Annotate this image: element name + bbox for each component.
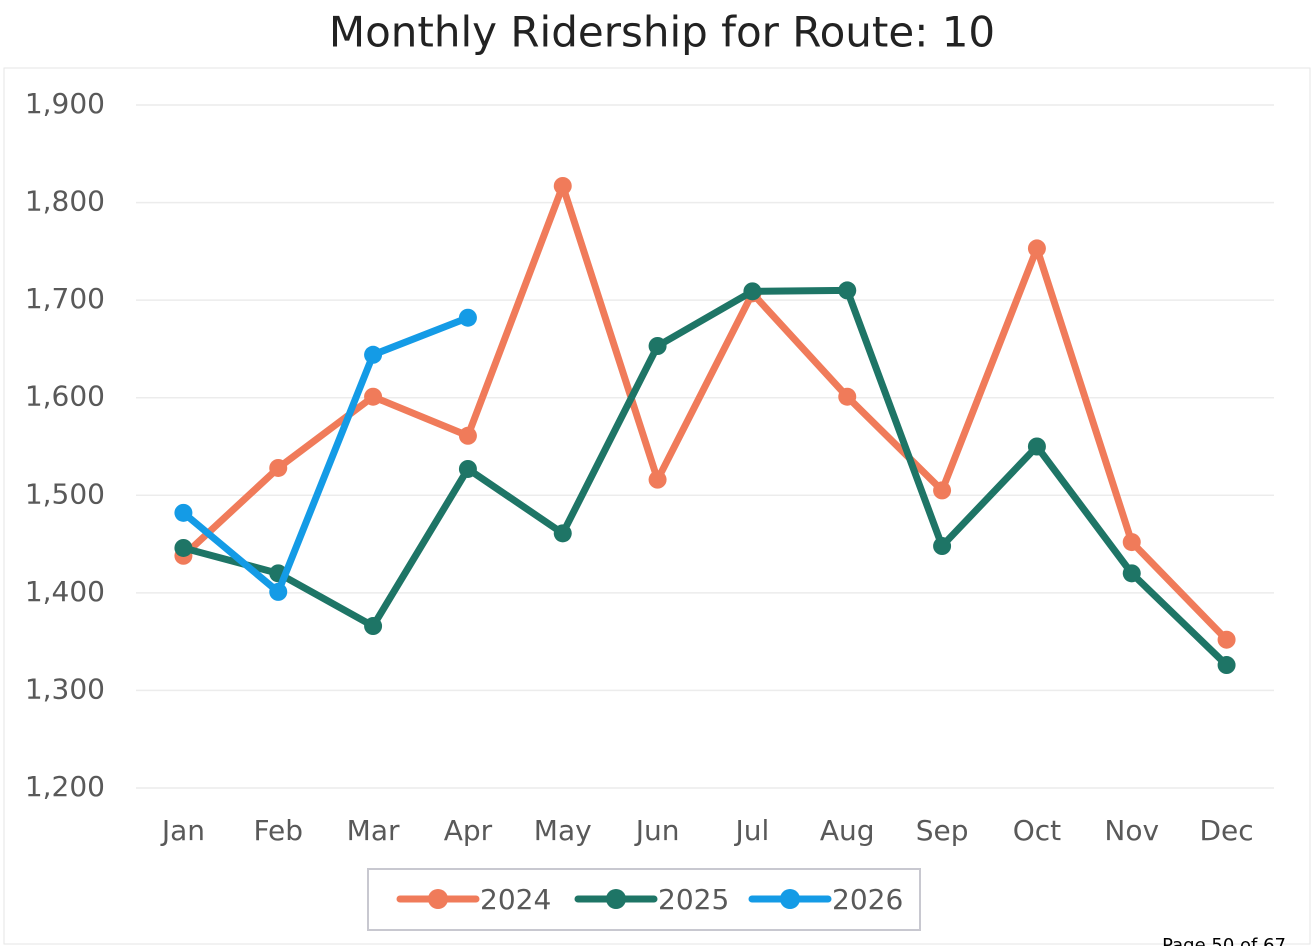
data-point <box>648 337 667 356</box>
data-point <box>364 617 383 636</box>
data-point <box>1217 656 1236 675</box>
y-tick-label: 1,200 <box>25 770 105 803</box>
series-line <box>179 286 1231 669</box>
x-tick-label: Sep <box>916 814 969 847</box>
data-point <box>458 426 477 445</box>
data-point <box>838 281 857 300</box>
y-tick-label: 1,300 <box>25 672 105 705</box>
data-point <box>553 176 572 195</box>
y-tick-label: 1,900 <box>25 87 105 120</box>
y-tick-label: 1,700 <box>25 282 105 315</box>
x-tick-label: Dec <box>1199 814 1253 847</box>
data-point <box>174 503 193 522</box>
data-point <box>364 387 383 406</box>
x-tick-label: Jul <box>734 814 770 847</box>
legend-swatch-dot <box>780 889 800 909</box>
y-tick-label: 1,800 <box>25 185 105 218</box>
data-point <box>364 345 383 364</box>
x-tick-label: May <box>534 814 592 847</box>
x-tick-label: Aug <box>820 814 875 847</box>
page-label: Page 50 of 67 <box>1162 935 1286 946</box>
data-point <box>269 582 288 601</box>
legend-swatch-dot <box>428 889 448 909</box>
x-tick-label: Jun <box>634 814 680 847</box>
legend-label: 2025 <box>658 883 729 916</box>
y-tick-label: 1,500 <box>25 477 105 510</box>
x-tick-label: Mar <box>347 814 400 847</box>
x-tick-label: Jan <box>160 814 205 847</box>
chart-frame <box>3 67 1311 945</box>
series-line <box>179 182 1231 644</box>
legend-label: 2024 <box>480 883 551 916</box>
x-tick-label: Feb <box>253 814 303 847</box>
data-point <box>648 470 667 489</box>
data-point <box>1217 630 1236 649</box>
x-tick-label: Nov <box>1104 814 1159 847</box>
data-point <box>269 458 288 477</box>
x-tick-label: Apr <box>444 814 493 847</box>
x-tick-label: Oct <box>1013 814 1061 847</box>
data-point <box>933 537 952 556</box>
data-point <box>933 481 952 500</box>
data-point <box>174 538 193 557</box>
legend-label: 2026 <box>832 883 903 916</box>
chart-title: Monthly Ridership for Route: 10 <box>329 8 995 57</box>
data-point <box>743 282 762 301</box>
y-tick-label: 1,600 <box>25 380 105 413</box>
data-point <box>1027 437 1046 456</box>
data-point <box>553 524 572 543</box>
data-point <box>1027 239 1046 258</box>
data-point <box>1122 564 1141 583</box>
data-point <box>838 387 857 406</box>
data-point <box>458 308 477 327</box>
data-point <box>458 459 477 478</box>
y-tick-label: 1,400 <box>25 575 105 608</box>
data-point <box>1122 533 1141 552</box>
series-line <box>179 314 472 596</box>
legend-swatch-dot <box>606 889 626 909</box>
